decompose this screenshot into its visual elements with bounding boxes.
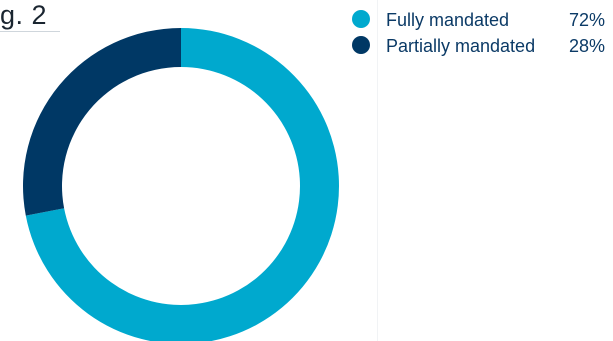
- donut-slice-partially-mandated: [22, 28, 181, 216]
- figure-label-underline: [0, 31, 60, 32]
- figure-label: g. 2: [0, 0, 48, 30]
- legend-swatch-fully-mandated: [352, 10, 370, 28]
- donut-slices: [22, 28, 339, 341]
- legend-value-fully-mandated: 72%: [568, 10, 605, 30]
- legend-label-fully-mandated: Fully mandated: [386, 10, 510, 30]
- panel-divider: [377, 0, 378, 341]
- chart-legend: Fully mandated 72% Partially mandated 28…: [352, 9, 607, 61]
- legend-swatch-partially-mandated: [352, 36, 370, 54]
- legend-item-fully-mandated: Fully mandated 72%: [352, 9, 607, 33]
- legend-value-partially-mandated: 28%: [568, 36, 605, 56]
- legend-item-partially-mandated: Partially mandated 28%: [352, 35, 607, 59]
- legend-label-partially-mandated: Partially mandated: [386, 36, 536, 56]
